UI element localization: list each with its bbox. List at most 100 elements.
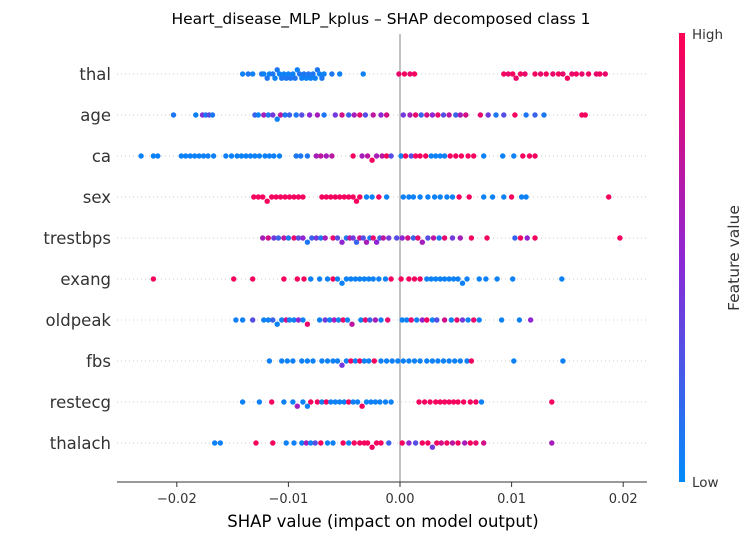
dot-exang-23: [406, 276, 412, 282]
dot-ca-37: [388, 153, 394, 159]
dot-age-38: [453, 112, 459, 118]
dot-fbs-14: [352, 358, 359, 364]
feature-label-exang: exang: [60, 270, 111, 289]
dot-ca-30: [350, 153, 356, 159]
dot-ca-55: [511, 153, 517, 159]
dot-ca-10: [210, 153, 217, 159]
dot-sex-6: [277, 194, 284, 200]
dot-exang-2: [250, 276, 256, 282]
dot-ca-4: [183, 153, 189, 159]
dot-thal-51: [569, 71, 575, 77]
dot-sex-5: [273, 194, 279, 200]
dot-oldpeak-35: [434, 317, 440, 323]
dot-restecg-11: [323, 399, 329, 405]
feature-labels: thal age ca sex trestbps exang oldpeak fbs reste…: [43, 65, 111, 453]
dot-thal-42: [517, 71, 524, 77]
dot-oldpeak-39: [459, 317, 466, 323]
dot-thalach-27: [425, 440, 431, 446]
dot-exang-36: [476, 276, 482, 282]
dot-thal-43: [522, 71, 528, 77]
dot-ca-35: [379, 153, 385, 159]
dot-thalach-6: [299, 440, 305, 446]
dot-thalach-14: [346, 440, 352, 446]
dot-age-42: [485, 112, 491, 118]
dot-ca-12: [228, 153, 235, 159]
dot-ca-47: [441, 153, 448, 159]
dot-thalach-11: [324, 440, 331, 446]
dot-trestbps-28: [380, 235, 386, 241]
dot-thal-28: [316, 71, 323, 77]
dot-thalach-34: [462, 440, 468, 446]
dot-thalach-5: [291, 440, 297, 446]
dot-restecg-6: [300, 399, 306, 405]
dot-trestbps-32: [405, 235, 411, 241]
dot-exang-1: [231, 276, 237, 282]
dot-thal-32: [337, 71, 343, 77]
dot-thalach-36: [473, 440, 479, 446]
dot-fbs-24: [406, 358, 412, 364]
dot-fbs-2: [284, 358, 290, 364]
dot-exang-12: [343, 276, 350, 282]
dot-sex-27: [406, 194, 412, 200]
dot-restecg-16: [346, 399, 352, 405]
dot-trestbps-36: [425, 235, 431, 241]
dot-exang-16: [361, 276, 367, 282]
dot-exang-27: [428, 276, 434, 282]
dot-age-20: [332, 112, 338, 118]
dot-ca-11: [223, 153, 229, 159]
dot-thal-21: [301, 71, 307, 77]
dot-exang-17: [366, 276, 372, 282]
dot-ca-21: [271, 153, 277, 159]
dot-restecg-13: [332, 399, 338, 405]
dot-trestbps-3: [275, 235, 282, 241]
x-tick-label: −0.02: [157, 492, 197, 507]
x-tick-label: −0.01: [268, 492, 308, 507]
x-axis-ticks: −0.02 −0.01 0.00 0.01 0.02: [157, 482, 638, 507]
x-axis-label: SHAP value (impact on model output): [227, 512, 538, 531]
dot-thalach-30: [438, 440, 444, 446]
dot-trestbps-23: [363, 239, 370, 245]
dot-exang-24: [411, 276, 418, 282]
dot-age-43: [493, 112, 499, 118]
dot-ca-52: [471, 153, 477, 159]
dot-exang-10: [334, 276, 341, 282]
dot-thal-10: [276, 71, 283, 77]
dot-exang-19: [376, 276, 382, 282]
dot-trestbps-25: [370, 235, 376, 241]
dot-thal-52: [573, 71, 579, 77]
dot-thalach-4: [283, 440, 289, 446]
dot-fbs-17: [366, 358, 372, 364]
dot-age-33: [424, 112, 430, 118]
dot-ca-48: [447, 153, 453, 159]
dot-fbs-20: [383, 358, 390, 364]
dot-thal-9: [274, 67, 280, 73]
dot-sex-40: [508, 194, 515, 200]
dot-thal-5: [264, 75, 270, 81]
dot-restecg-37: [473, 399, 479, 405]
dot-age-30: [407, 112, 413, 118]
dot-thal-57: [602, 71, 608, 77]
dot-exang-29: [437, 276, 443, 282]
dot-restecg-26: [416, 399, 422, 405]
dot-age-47: [532, 112, 538, 118]
feature-label-fbs: fbs: [86, 352, 111, 371]
dot-thalach-2: [253, 440, 259, 446]
dot-restecg-39: [549, 399, 555, 405]
dot-trestbps-13: [322, 235, 328, 241]
dot-trestbps-39: [441, 235, 448, 241]
dot-restecg-5: [294, 403, 300, 409]
feature-label-age: age: [80, 106, 111, 125]
dot-sex-17: [341, 194, 347, 200]
dot-thal-25: [310, 71, 316, 77]
dot-thal-46: [543, 71, 549, 77]
dot-oldpeak-31: [414, 317, 420, 323]
dot-restecg-34: [455, 399, 461, 405]
dot-sex-43: [606, 194, 612, 200]
feature-label-trestbps: trestbps: [43, 229, 111, 248]
dot-exang-6: [308, 276, 314, 282]
dot-ca-9: [205, 153, 211, 159]
dot-fbs-22: [395, 358, 401, 364]
dot-thalach-38: [549, 440, 555, 446]
dot-fbs-5: [304, 358, 311, 364]
dot-restecg-31: [441, 399, 448, 405]
